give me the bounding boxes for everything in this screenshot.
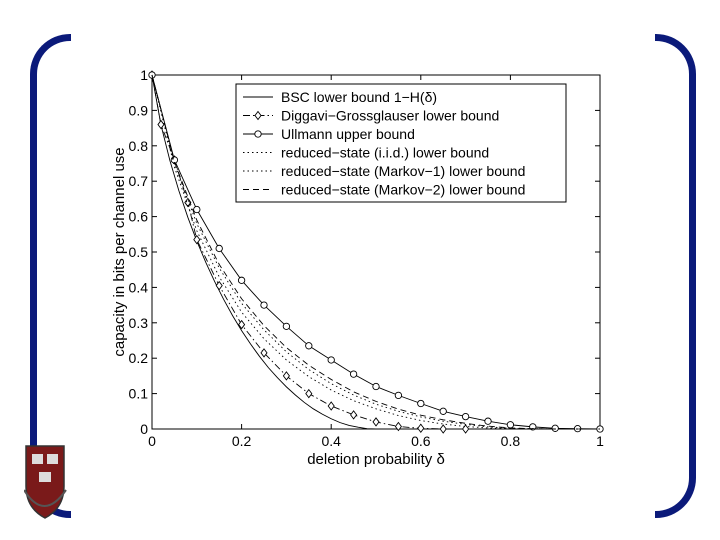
data-point-diamond (305, 388, 313, 399)
y-tick-label: 0.4 (129, 279, 149, 295)
legend-marker-1 (254, 110, 262, 121)
data-point-circle (394, 391, 403, 400)
university-seal-logo (24, 445, 67, 519)
data-point-circle (215, 244, 223, 253)
series-2 (148, 71, 604, 433)
data-point-diamond (260, 348, 268, 358)
y-tick-label: 0.1 (129, 386, 149, 402)
legend-entry-5: reduced−state (Markov−2) lower bound (281, 182, 525, 198)
data-point-diamond (462, 424, 470, 434)
data-point-circle (237, 276, 246, 284)
data-point-circle (193, 205, 201, 214)
x-axis-label: deletion probability δ (307, 451, 445, 468)
y-tick-label: 0.8 (129, 138, 149, 154)
y-axis: 0 0.1 0.2 0.3 0.4 0.5 0.6 0.7 0.8 0.9 1 (129, 67, 600, 437)
data-point-diamond (215, 280, 223, 291)
data-point-circle (305, 342, 313, 350)
data-point-diamond (193, 234, 201, 245)
y-tick-label: 1 (140, 67, 148, 83)
series-layer (148, 70, 604, 434)
data-point-diamond (327, 401, 335, 411)
y-tick-label: 0.6 (129, 209, 149, 225)
y-tick-label: 0.9 (129, 102, 149, 118)
legend-entry-3: reduced−state (i.i.d.) lower bound (281, 145, 489, 161)
y-tick-label: 0.3 (129, 315, 149, 331)
data-point-circle (282, 322, 291, 330)
data-point-diamond (417, 423, 425, 434)
data-point-diamond (394, 421, 402, 432)
legend-box (235, 83, 567, 203)
series-line-0 (151, 74, 377, 430)
x-tick-label: 0.4 (321, 433, 341, 449)
legend-entry-4: reduced−state (Markov−1) lower bound (281, 163, 525, 179)
data-point-diamond (372, 417, 380, 427)
x-tick-label: 0.2 (232, 433, 252, 449)
data-point-diamond (282, 371, 290, 381)
x-tick-label: 0 (148, 433, 156, 449)
x-tick-label: 0.8 (501, 433, 521, 449)
series-line-3 (151, 74, 600, 430)
x-tick-label: 0.6 (411, 433, 431, 449)
y-tick-label: 0.7 (129, 173, 149, 189)
legend: BSC lower bound 1−H(δ) Diggavi−Grossglaus… (235, 83, 567, 203)
data-point-diamond (350, 410, 358, 420)
legend-entry-1: Diggavi−Grossglauser lower bound (281, 108, 499, 124)
data-point-circle (417, 399, 425, 408)
series-line-5 (151, 74, 600, 430)
data-point-circle (551, 424, 559, 432)
data-point-circle (349, 370, 358, 378)
data-point-circle (372, 382, 380, 391)
data-point-circle (506, 421, 515, 429)
x-tick-label: 1 (596, 433, 604, 449)
data-point-circle (529, 423, 537, 431)
series-3 (151, 74, 600, 430)
y-tick-label: 0 (140, 421, 148, 437)
series-0 (151, 74, 377, 430)
legend-entry-2: Ullmann upper bound (281, 126, 415, 142)
data-point-circle (327, 356, 335, 364)
series-5 (151, 74, 600, 430)
y-axis-label: capacity in bits per channel use (111, 147, 128, 356)
y-tick-label: 0.2 (129, 350, 149, 366)
data-point-circle (439, 407, 447, 415)
legend-marker-2 (254, 130, 262, 138)
data-point-diamond (157, 119, 165, 130)
legend-entry-0: BSC lower bound 1−H(δ) (281, 89, 437, 105)
data-point-circle (484, 417, 492, 425)
data-point-diamond (439, 424, 447, 434)
data-point-circle (461, 412, 470, 421)
data-point-circle (260, 301, 268, 309)
y-tick-label: 0.5 (129, 244, 149, 260)
data-point-diamond (238, 319, 246, 330)
